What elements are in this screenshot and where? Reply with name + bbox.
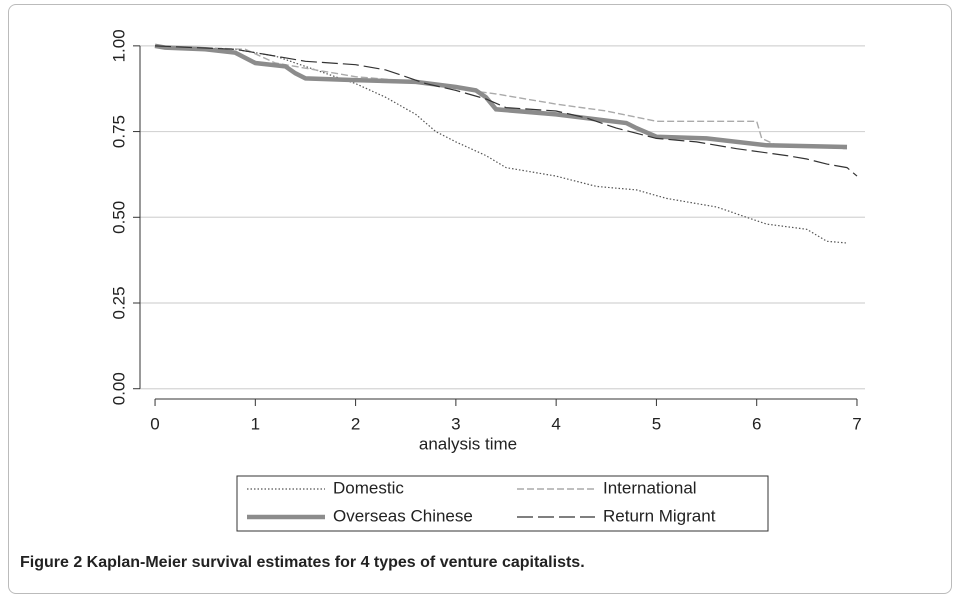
y-tick-label: 0.50: [109, 201, 128, 234]
survival-line: [154, 45, 848, 244]
survival-line: [154, 43, 848, 150]
x-tick-label: 0: [150, 414, 159, 433]
x-tick-label: 3: [451, 414, 460, 433]
x-tick-label: 4: [551, 414, 560, 433]
x-tick-label: 7: [852, 414, 861, 433]
x-tick-label: 5: [652, 414, 661, 433]
x-tick-label: 6: [752, 414, 761, 433]
x-tick-label: 1: [251, 414, 260, 433]
legend-label: Domestic: [333, 478, 404, 497]
survival-line: [154, 45, 858, 177]
legend-box: [236, 475, 769, 532]
legend-label: Overseas Chinese: [333, 506, 473, 525]
y-tick-label: 0.00: [109, 372, 128, 405]
caption: Figure 2 Kaplan-Meier survival estimates…: [20, 554, 585, 571]
legend-label: International: [603, 478, 697, 497]
y-tick-label: 0.75: [109, 115, 128, 148]
y-tick-label: 1.00: [109, 29, 128, 62]
legend-label: Return Migrant: [603, 506, 716, 525]
x-axis-label: analysis time: [419, 434, 517, 453]
x-tick-label: 2: [351, 414, 360, 433]
survival-line: [154, 45, 848, 150]
y-tick-label: 0.25: [109, 286, 128, 319]
